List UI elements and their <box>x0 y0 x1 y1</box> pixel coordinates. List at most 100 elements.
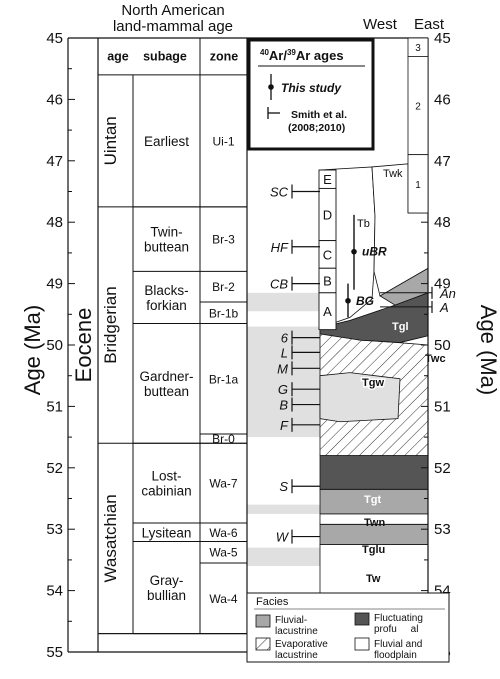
smith-label-8: F <box>280 418 289 433</box>
bridger-units: E D CBA <box>318 169 337 331</box>
smith-label-1: HF <box>271 240 289 255</box>
bridger-unit-label: C <box>323 247 332 262</box>
legend-floodplain-1: Fluvial and <box>374 639 422 650</box>
this-study-ages: uBR BG <box>345 214 387 318</box>
bridger-unit-label: B <box>323 274 332 289</box>
tick-left-50: 50 <box>46 337 63 354</box>
subage-label: Lysitean <box>142 525 192 540</box>
subage-label: Gray- <box>150 573 184 588</box>
smith-label-10: W <box>276 530 290 545</box>
subage-label: buttean <box>144 240 189 255</box>
legend-fluvial-lacustrine-1: Fluvial- <box>275 615 307 626</box>
subage-label: Twin- <box>150 225 182 240</box>
subage-label: Blacks- <box>144 283 188 298</box>
tick-left-55: 55 <box>46 644 63 661</box>
tick-left-52: 52 <box>46 460 63 477</box>
east-label: East <box>414 16 445 33</box>
col-subage: subage <box>143 49 187 63</box>
legend-smith-1: Smith et al. <box>291 109 347 121</box>
subage-label: forkian <box>146 298 187 313</box>
legend-evaporative-1: Evaporative <box>275 639 328 650</box>
west-label: West <box>363 16 398 33</box>
facies-title: Facies <box>256 596 289 608</box>
legend-smith-2: (2008;2010) <box>288 122 345 134</box>
twk-member-1 <box>407 154 429 214</box>
legend-study-point <box>268 84 274 90</box>
tick-right-46: 46 <box>434 91 451 108</box>
formation-shape-tgw <box>319 372 401 423</box>
gray-bands <box>247 292 320 567</box>
header-line1: North American <box>121 2 224 19</box>
smith-label-6: G <box>278 382 288 397</box>
col-age: age <box>107 49 129 63</box>
zone-br-2: Br-2 <box>212 280 235 294</box>
subage-label: Gardner- <box>139 369 193 384</box>
right-age-label-1: A <box>439 300 449 315</box>
tick-left-53: 53 <box>46 521 63 538</box>
tick-left-46: 46 <box>46 91 63 108</box>
col-zone: zone <box>210 49 239 63</box>
bridger-unit-label: D <box>323 208 332 223</box>
legend-fluctuating-2: profu al <box>374 624 418 635</box>
right-ages: AnA <box>380 286 456 315</box>
subage-label: Lost- <box>151 469 181 484</box>
subage-label: buttean <box>144 384 189 399</box>
gray-band-2 <box>247 504 320 514</box>
tick-left-51: 51 <box>46 398 63 415</box>
formation-twn: Twn <box>364 517 385 529</box>
tick-right-48: 48 <box>434 214 451 231</box>
formation-tgl: Tgl <box>392 321 409 333</box>
zone-br-1a: Br-1a <box>209 372 239 386</box>
formation-twc: Twc <box>425 353 446 365</box>
tick-right-45: 45 <box>434 30 451 47</box>
zone-br-3: Br-3 <box>212 233 235 247</box>
legend-this-study: This study <box>281 81 342 95</box>
legend-fluctuating-1: Fluctuating <box>374 613 423 624</box>
subage-label: Earliest <box>144 134 189 149</box>
smith-label-3: 6 <box>281 331 289 346</box>
twk-member-label: 3 <box>415 43 421 54</box>
swatch-fluctuating <box>354 612 370 626</box>
axis-label-right: Age (Ma) <box>476 305 500 395</box>
ar-ages-legend: 40Ar/39Ar ages This study Smith et al. (… <box>247 38 375 151</box>
twk-member-label: 2 <box>415 102 421 113</box>
subage-label: bullian <box>147 588 186 603</box>
zone-ui-1: Ui-1 <box>212 134 234 148</box>
twk-member-label: 1 <box>415 180 421 191</box>
legend-floodplain-2: floodplain <box>374 650 417 661</box>
legend-evaporative-2: lacustrine <box>275 650 318 661</box>
header-line2: land-mammal age <box>113 18 233 35</box>
formation-tb: Tb <box>357 218 370 230</box>
gray-band-1 <box>247 326 320 438</box>
tick-left-48: 48 <box>46 214 63 231</box>
swatch-fluvial-lacustrine <box>255 614 271 628</box>
smith-label-4: L <box>281 345 288 360</box>
smith-label-0: SC <box>270 185 289 200</box>
tick-right-53: 53 <box>434 521 451 538</box>
swatch-floodplain <box>354 637 370 651</box>
zone-br-0: Br-0 <box>212 432 235 446</box>
facies-legend: Facies Fluvial- lacustrine Evaporative l… <box>246 592 450 663</box>
axis-label-left: Age (Ma) <box>20 305 45 395</box>
formation-shape-tgt-dark <box>319 455 429 490</box>
smith-label-9: S <box>279 479 288 494</box>
tick-right-47: 47 <box>434 153 451 170</box>
tick-left-54: 54 <box>46 583 63 600</box>
smith-label-2: CB <box>270 277 288 292</box>
tick-right-49: 49 <box>434 276 451 293</box>
zone-wa-5: Wa-5 <box>209 546 238 560</box>
zone-br-1b: Br-1b <box>209 306 239 320</box>
formation-tgt: Tgt <box>364 494 381 506</box>
bridger-unit-a <box>318 292 337 331</box>
subage-label: cabinian <box>141 484 191 499</box>
zone-wa-6: Wa-6 <box>209 526 238 540</box>
age-uintan: Uintan <box>101 116 120 165</box>
legend-fluvial-lacustrine-2: lacustrine <box>275 626 318 637</box>
gray-band-3 <box>247 547 320 567</box>
bridger-unit-label: A <box>323 304 332 319</box>
zone-wa-4: Wa-4 <box>209 592 238 606</box>
smith-label-7: B <box>279 398 288 413</box>
right-age-label-0: An <box>439 286 456 301</box>
